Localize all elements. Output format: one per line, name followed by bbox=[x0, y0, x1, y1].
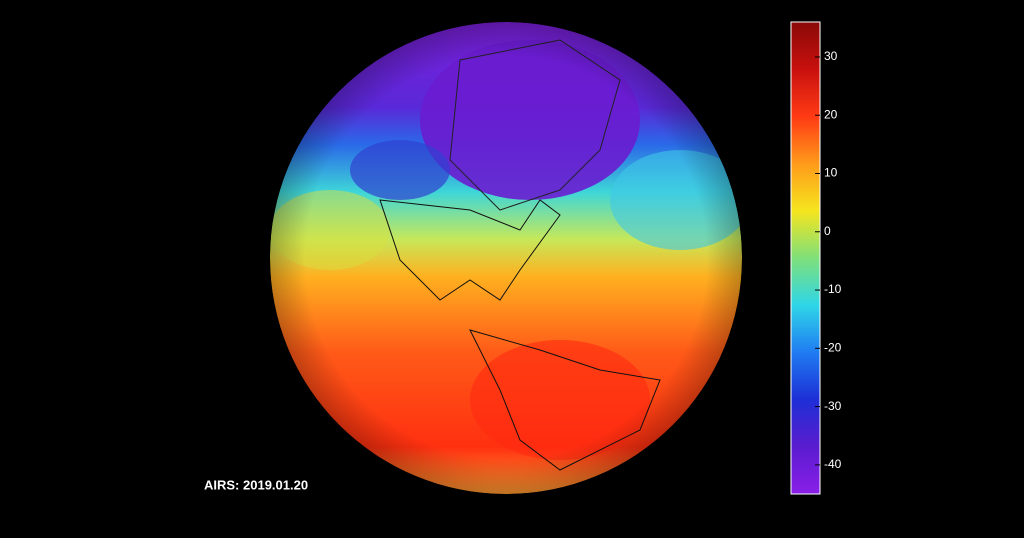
tick-label: -30 bbox=[824, 399, 842, 413]
tick-label: 20 bbox=[824, 107, 838, 121]
colorbar-scale bbox=[790, 21, 821, 495]
tick-label: 10 bbox=[824, 166, 838, 180]
tick-label: 30 bbox=[824, 49, 838, 63]
tick-label: -40 bbox=[824, 457, 842, 471]
tick-label: 0 bbox=[824, 224, 831, 238]
globe bbox=[270, 22, 742, 494]
tick-label: -10 bbox=[824, 282, 842, 296]
date-caption: AIRS: 2019.01.20 bbox=[204, 477, 308, 492]
colorbar: -40 -30 -20 -10 0 10 20 30 bbox=[790, 21, 842, 495]
tick-label: -20 bbox=[824, 340, 842, 354]
